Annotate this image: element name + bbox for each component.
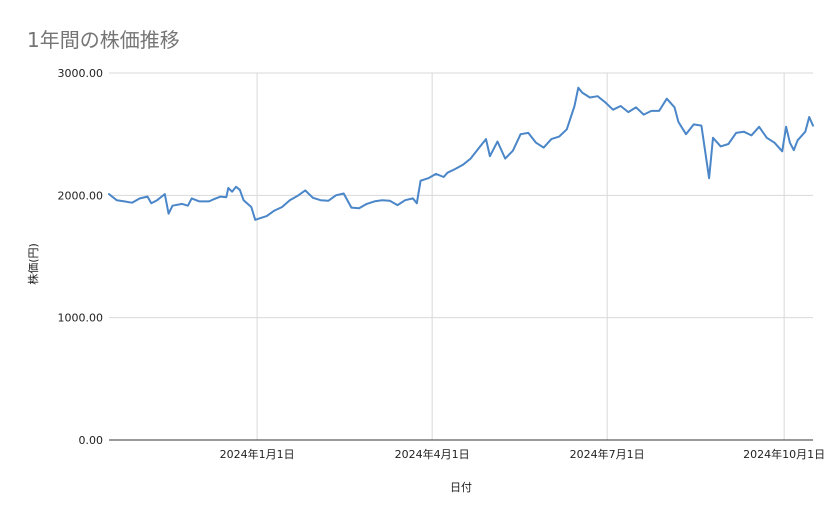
tick-labels: 0.00 1000.00 2000.00 3000.00 2024年1月1日 2024年4… <box>58 67 826 461</box>
series-layer <box>108 86 814 221</box>
x-tick-label: 2024年4月1日 <box>395 447 470 461</box>
x-axis-title: 日付 <box>450 481 472 494</box>
x-tick-label: 2024年10月1日 <box>743 447 825 461</box>
grid-lines <box>109 72 813 440</box>
series-line <box>108 86 814 221</box>
chart-title: 1年間の株価推移 <box>27 28 180 52</box>
y-tick-label: 0.00 <box>79 434 104 447</box>
y-tick-label: 3000.00 <box>58 67 104 80</box>
x-tick-label: 2024年7月1日 <box>570 447 645 461</box>
x-tick-label: 2024年1月1日 <box>220 447 295 461</box>
y-tick-label: 2000.00 <box>58 189 104 202</box>
y-tick-label: 1000.00 <box>58 312 104 325</box>
y-axis-title: 株価(円) <box>26 243 40 285</box>
